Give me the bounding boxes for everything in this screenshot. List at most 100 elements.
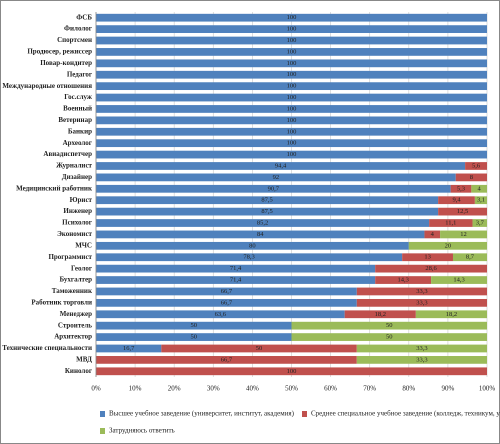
bar-segment	[96, 310, 345, 319]
legend-label: Среднее специальное учебное заведение (к…	[311, 410, 500, 418]
y-tick-label: Геолог	[71, 264, 92, 272]
bar-segment	[96, 333, 292, 341]
y-tick-label: МЧС	[75, 241, 92, 249]
y-tick-label: Юрист	[70, 196, 93, 204]
value-label: 12,5	[457, 208, 468, 215]
value-label: 3,1	[477, 197, 485, 204]
value-label: 8	[470, 174, 473, 181]
bar-segment	[96, 253, 403, 262]
value-label: 20	[445, 242, 452, 249]
value-label: 100	[287, 151, 297, 158]
bar-segment	[96, 59, 487, 68]
bar-segment	[465, 162, 487, 170]
value-label: 5,6	[472, 162, 481, 169]
bar-segment	[402, 253, 453, 262]
y-tick-label: Инженер	[63, 207, 92, 215]
bar-segment	[344, 310, 416, 319]
bar-segment	[96, 207, 439, 216]
bar-segment	[96, 230, 425, 239]
value-label: 85,2	[257, 220, 268, 227]
bar-segment	[96, 105, 487, 113]
value-label: 71,4	[230, 277, 242, 284]
y-tick-label: Журналист	[56, 162, 92, 170]
y-tick-label: Экономист	[57, 230, 92, 238]
bar-segment	[96, 344, 162, 353]
bar-segment	[356, 298, 487, 307]
value-label: 33,3	[416, 299, 427, 306]
value-label: 100	[287, 94, 297, 101]
bar-segment	[96, 356, 357, 364]
value-label: 4	[478, 185, 482, 192]
value-label: 50	[191, 334, 198, 341]
bar-segment	[356, 287, 487, 296]
bar-segment	[356, 356, 487, 364]
legend-swatch	[302, 411, 307, 417]
value-label: 66,7	[221, 299, 233, 306]
bar-segment	[96, 139, 487, 148]
y-tick-label: Медицинский работник	[16, 184, 93, 192]
value-label: 14,3	[453, 277, 464, 284]
legend-swatch	[100, 428, 105, 434]
value-label: 87,5	[261, 197, 272, 204]
bar-segment	[474, 196, 487, 205]
bar-segment	[96, 173, 456, 182]
bar-segment	[96, 276, 376, 284]
value-label: 50	[256, 345, 263, 352]
value-label: 4	[431, 231, 435, 238]
value-label: 94,4	[275, 162, 287, 169]
bar-segment	[96, 184, 451, 193]
y-tick-label: ФСБ	[76, 13, 92, 21]
legend-label: Высшее учебное заведение (университет, и…	[109, 410, 295, 418]
y-tick-label: Филолог	[64, 25, 92, 33]
bar-segment	[472, 219, 487, 227]
bar-segment	[96, 36, 487, 45]
y-tick-label: Технические специальности	[2, 344, 92, 352]
bar-segment	[429, 219, 473, 227]
value-label: 84	[257, 231, 264, 238]
bar-segment	[96, 287, 357, 296]
bar-segment	[356, 344, 487, 353]
value-label: 50	[191, 322, 198, 329]
bar-segment	[375, 264, 487, 273]
y-tick-label: Военный	[63, 105, 92, 113]
value-label: 100	[287, 71, 297, 78]
value-label: 100	[287, 105, 297, 112]
value-label: 100	[287, 60, 297, 67]
value-label: 90,7	[268, 185, 280, 192]
value-label: 78,3	[243, 254, 254, 261]
bar-segment	[438, 207, 487, 216]
bar-segment	[96, 196, 439, 205]
x-tick-label: 30%	[207, 385, 220, 393]
value-label: 3,7	[476, 220, 485, 227]
legend-label: Затрудняюсь ответить	[109, 427, 175, 435]
y-tick-label: МВД	[76, 356, 92, 364]
y-tick-label: Гос.служ	[64, 93, 93, 101]
bar-segment	[96, 219, 430, 227]
y-tick-label: Археолог	[63, 139, 92, 147]
value-label: 8,7	[466, 254, 475, 261]
x-tick-label: 40%	[246, 385, 259, 393]
y-tick-label: Психолог	[62, 219, 92, 227]
bar-segment	[96, 116, 487, 125]
bar-segment	[96, 48, 487, 56]
value-label: 63,6	[215, 311, 227, 318]
y-tick-label: Ветеринар	[58, 116, 92, 124]
bar-segment	[96, 70, 487, 79]
value-label: 9,4	[452, 197, 461, 204]
value-label: 100	[287, 117, 297, 124]
x-tick-label: 10%	[129, 385, 142, 393]
x-tick-label: 20%	[168, 385, 181, 393]
y-tick-label: Менеджер	[60, 310, 92, 318]
value-label: 87,5	[261, 208, 272, 215]
bar-segment	[96, 13, 487, 22]
value-label: 50	[386, 322, 393, 329]
y-tick-label: Повар-кондитер	[40, 59, 92, 67]
value-label: 18,2	[446, 311, 457, 318]
bar-segment	[452, 253, 487, 262]
bar-segment	[96, 127, 487, 136]
value-label: 5,3	[457, 185, 465, 192]
bar-segment	[96, 264, 376, 273]
bar-segment	[375, 276, 432, 284]
y-tick-label: Кинолог	[65, 367, 92, 375]
value-label: 100	[287, 128, 297, 135]
